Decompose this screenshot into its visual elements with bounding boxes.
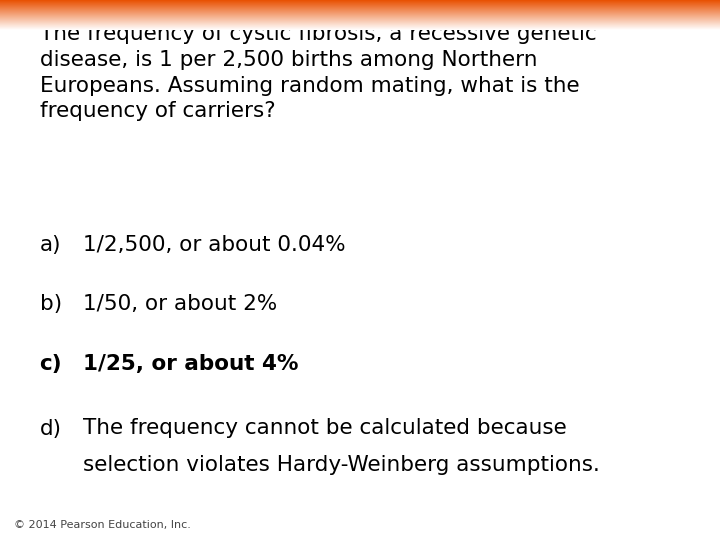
Text: a): a) (40, 235, 61, 255)
Text: 1/25, or about 4%: 1/25, or about 4% (83, 354, 298, 374)
Text: 1/50, or about 2%: 1/50, or about 2% (83, 294, 277, 314)
Text: 1/2,500, or about 0.04%: 1/2,500, or about 0.04% (83, 235, 346, 255)
Text: selection violates Hardy-Weinberg assumptions.: selection violates Hardy-Weinberg assump… (83, 455, 600, 475)
Text: c): c) (40, 354, 62, 374)
Text: d): d) (40, 418, 62, 438)
Text: b): b) (40, 294, 62, 314)
Text: The frequency of cystic fibrosis, a recessive genetic
disease, is 1 per 2,500 bi: The frequency of cystic fibrosis, a rece… (40, 24, 596, 121)
Text: © 2014 Pearson Education, Inc.: © 2014 Pearson Education, Inc. (14, 520, 192, 530)
Text: The frequency cannot be calculated because: The frequency cannot be calculated becau… (83, 418, 567, 438)
